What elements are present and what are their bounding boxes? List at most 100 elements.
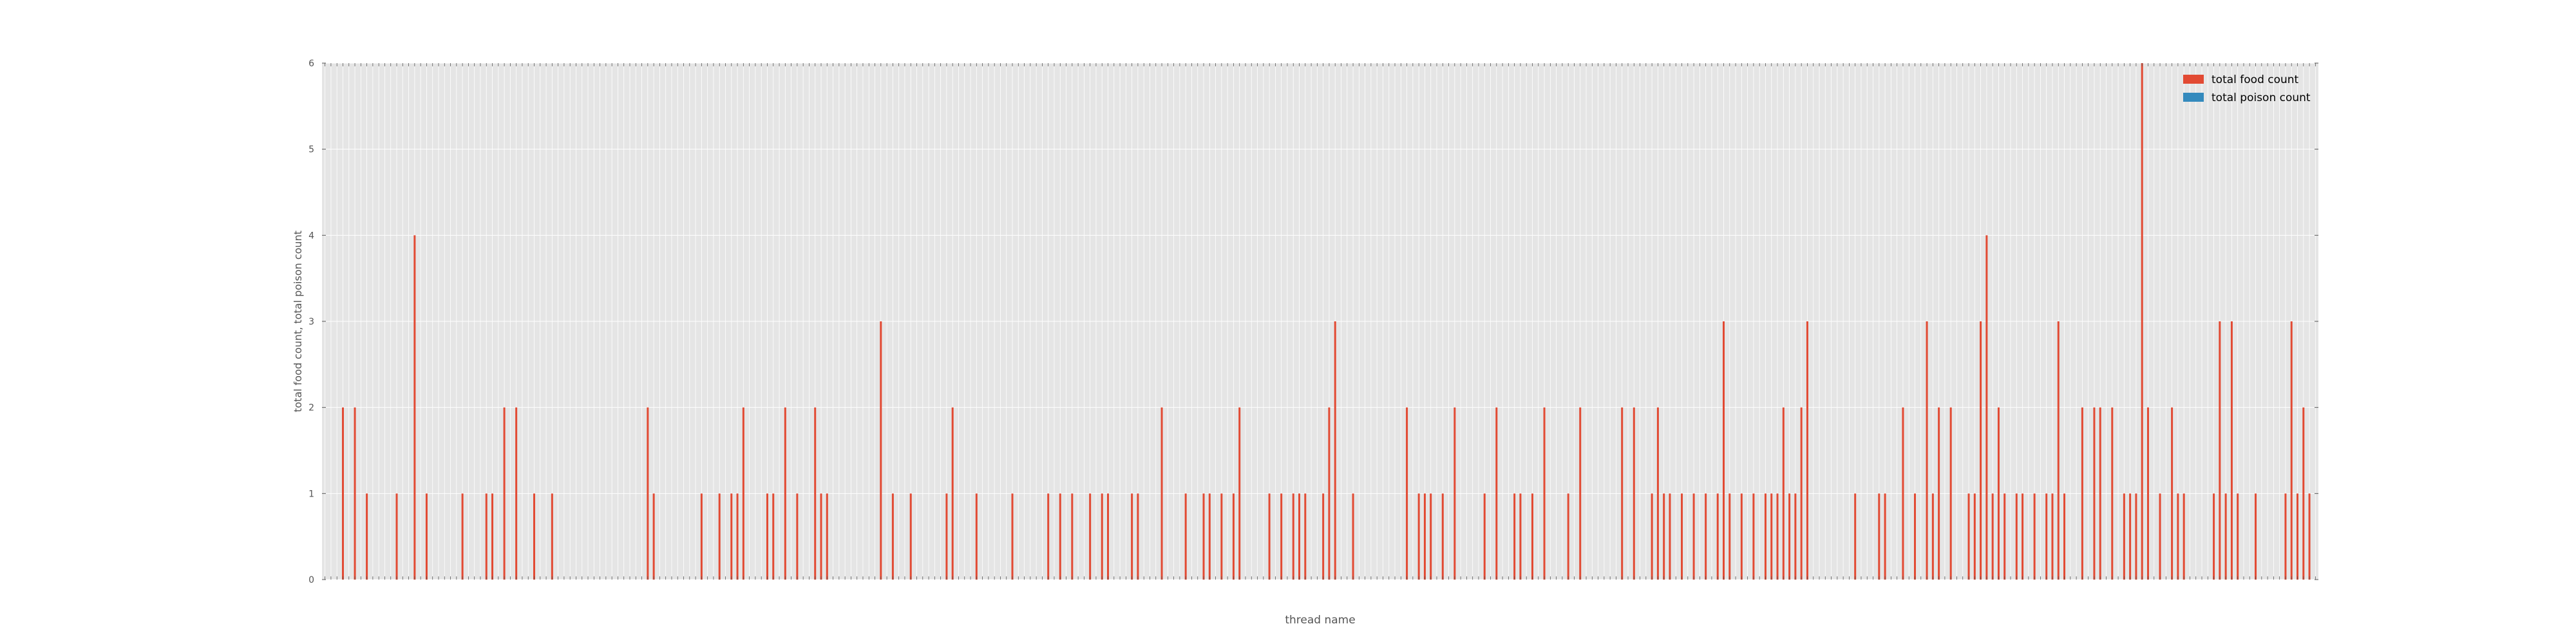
bar-total-food-count [1884, 493, 1886, 580]
bar-total-food-count [1208, 493, 1211, 580]
bar-total-food-count [2081, 407, 2083, 580]
bar-total-food-count [1513, 493, 1516, 580]
bar-total-food-count [1292, 493, 1294, 580]
bar-total-food-count [1543, 407, 1546, 580]
bar-total-food-count [891, 493, 894, 580]
bar-total-food-count [1752, 493, 1755, 580]
legend-swatch-food [2183, 75, 2204, 84]
y-tick-label: 0 [308, 575, 314, 585]
bar-total-food-count [1902, 407, 1904, 580]
bar-total-food-count [1854, 493, 1857, 580]
bar-total-food-count [1991, 493, 1994, 580]
bar-total-food-count [1579, 407, 1582, 580]
bar-total-food-count [515, 407, 518, 580]
bar-total-food-count [1663, 493, 1665, 580]
bar-total-food-count [1776, 493, 1779, 580]
bar-total-food-count [1531, 493, 1533, 580]
bar-total-food-count [395, 493, 398, 580]
bar-total-food-count [2051, 493, 2054, 580]
y-tick-label: 6 [308, 59, 314, 69]
bar-total-food-count [2159, 493, 2161, 580]
bar-total-food-count [730, 493, 733, 580]
bar-total-food-count [2045, 493, 2048, 580]
bar-total-food-count [2015, 493, 2018, 580]
bar-total-food-count [1788, 493, 1791, 580]
bar-total-food-count [2111, 407, 2114, 580]
bar-total-food-count [485, 493, 488, 580]
bar-total-food-count [1047, 493, 1050, 580]
bar-total-food-count [1202, 493, 1205, 580]
legend: total food count total poison count [2183, 73, 2311, 104]
bar-total-food-count [1973, 493, 1976, 580]
bar-total-food-count [1567, 493, 1569, 580]
bar-total-food-count [1705, 493, 1707, 580]
bar-total-food-count [1220, 493, 1223, 580]
bar-total-food-count [1238, 407, 1241, 580]
bar-total-food-count [652, 493, 655, 580]
bar-total-food-count [2230, 321, 2233, 580]
bar-total-food-count [366, 493, 368, 580]
y-tick-label: 5 [308, 145, 314, 155]
bar-total-food-count [1681, 493, 1683, 580]
bar-total-food-count [1441, 493, 1444, 580]
bar-total-food-count [796, 493, 799, 580]
bar-total-food-count [814, 407, 817, 580]
bar-total-food-count [1519, 493, 1522, 580]
bar-total-food-count [2177, 493, 2179, 580]
bar-total-food-count [1949, 407, 1952, 580]
y-axis-ticks: 0 1 2 3 4 5 6 [308, 59, 2318, 585]
y-axis-label: total food count, total poison count [292, 231, 304, 412]
bar-total-food-count [1931, 493, 1934, 580]
bar-total-food-count [1089, 493, 1092, 580]
bar-total-food-count [1878, 493, 1880, 580]
bar-total-food-count [1454, 407, 1456, 580]
bar-total-food-count [772, 493, 775, 580]
bar-total-food-count [1417, 493, 1420, 580]
bar-total-food-count [1101, 493, 1103, 580]
x-axis-ticks [325, 63, 2316, 580]
bar-total-food-count [742, 407, 744, 580]
bar-total-food-count [945, 493, 948, 580]
bar-total-food-count [1011, 493, 1014, 580]
bar-total-food-count [1334, 321, 1336, 580]
bar-total-food-count [1722, 321, 1725, 580]
bar-total-food-count [2135, 493, 2137, 580]
bar-total-food-count [1926, 321, 1928, 580]
bar-total-food-count [1304, 493, 1307, 580]
bar-total-food-count [2099, 407, 2101, 580]
bar-total-food-count [2022, 493, 2024, 580]
bar-total-food-count [533, 493, 535, 580]
bar-total-food-count [2219, 321, 2221, 580]
bar-total-food-count [951, 407, 954, 580]
bar-total-food-count [1806, 321, 1808, 580]
bar-total-food-count [784, 407, 786, 580]
bar-total-food-count [1328, 407, 1331, 580]
legend-swatch-poison [2183, 93, 2204, 102]
bar-total-food-count [1430, 493, 1432, 580]
bar-total-food-count [736, 493, 739, 580]
bar-total-food-count [1633, 407, 1635, 580]
bar-total-food-count [2003, 493, 2006, 580]
bar-total-food-count [2171, 407, 2174, 580]
bar-total-food-count [1107, 493, 1110, 580]
bar-total-food-count [2213, 493, 2215, 580]
bar-total-food-count [1764, 493, 1766, 580]
bar-total-food-count [1794, 493, 1797, 580]
bar-total-food-count [820, 493, 822, 580]
bar-total-food-count [2284, 493, 2287, 580]
bar-total-food-count [461, 493, 464, 580]
bar-total-food-count [880, 321, 882, 580]
bar-total-food-count [1997, 407, 2000, 580]
bar-total-food-count [1071, 493, 1074, 580]
bar-total-food-count [1352, 493, 1354, 580]
bar-total-food-count [1669, 493, 1671, 580]
bar-total-food-count [1651, 493, 1653, 580]
bar-total-food-count [2297, 493, 2299, 580]
bar-total-food-count [341, 407, 344, 580]
bar-total-food-count [826, 493, 828, 580]
bar-total-food-count [2063, 493, 2066, 580]
bar-total-food-count [1692, 493, 1695, 580]
bar-total-food-count [2129, 493, 2132, 580]
bar-total-food-count [2141, 63, 2143, 580]
